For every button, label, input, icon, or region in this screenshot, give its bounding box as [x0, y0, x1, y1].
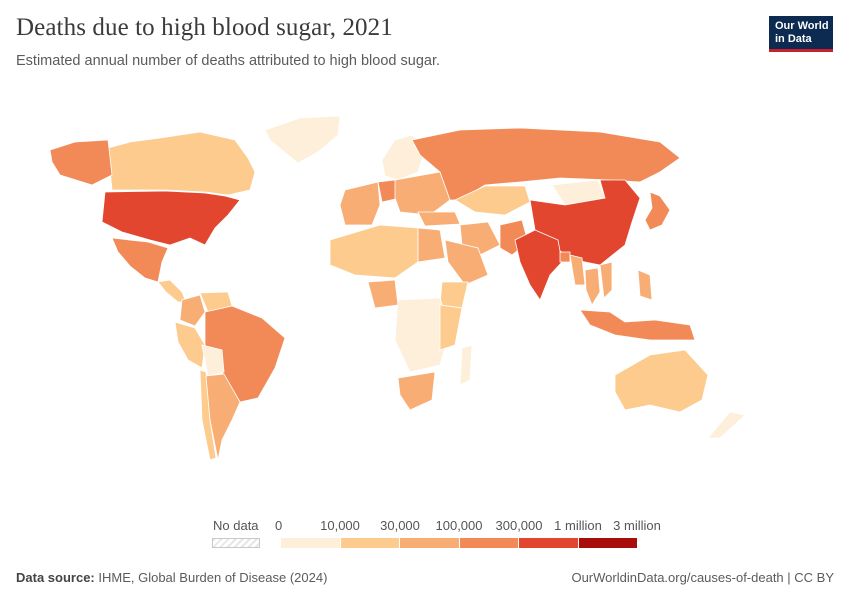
- legend-bin-1[interactable]: [281, 538, 341, 548]
- data-source-label: Data source:: [16, 570, 95, 585]
- logo-line-1: Our World: [775, 19, 829, 32]
- country-usa[interactable]: [101, 190, 241, 246]
- region-central-africa[interactable]: [394, 297, 451, 373]
- chart-title: Deaths due to high blood sugar, 2021: [16, 14, 393, 41]
- country-saudi-arabia[interactable]: [444, 239, 489, 286]
- legend-no-data-swatch[interactable]: [212, 538, 260, 548]
- region-east-africa[interactable]: [439, 304, 463, 351]
- legend-tick-1-million: 1 million: [554, 518, 602, 533]
- country-australia[interactable]: [614, 349, 709, 413]
- country-nigeria[interactable]: [367, 279, 399, 309]
- world-map[interactable]: [0, 108, 850, 478]
- logo-line-2: in Data: [775, 32, 812, 45]
- country-india[interactable]: [514, 229, 563, 301]
- country-thailand[interactable]: [584, 267, 601, 306]
- country-turkey[interactable]: [417, 211, 461, 227]
- country-indonesia[interactable]: [579, 309, 696, 341]
- legend-color-scale: [281, 538, 638, 548]
- legend-tick-300000: 300,000: [495, 518, 543, 533]
- legend-tick-3-million: 3 million: [613, 518, 661, 533]
- country-japan[interactable]: [644, 191, 671, 231]
- data-source: Data source: IHME, Global Burden of Dise…: [16, 570, 327, 585]
- region-scandinavia[interactable]: [381, 134, 426, 181]
- legend-bin-6[interactable]: [578, 538, 638, 548]
- legend-tick-100000: 100,000: [435, 518, 483, 533]
- source-url[interactable]: OurWorldinData.org/causes-of-death | CC …: [571, 570, 834, 585]
- chart-subtitle: Estimated annual number of deaths attrib…: [16, 53, 441, 69]
- region-western-europe[interactable]: [339, 181, 381, 226]
- data-source-text: IHME, Global Burden of Disease (2024): [98, 570, 328, 585]
- owid-logo[interactable]: Our World in Data: [769, 16, 833, 52]
- country-mexico[interactable]: [111, 237, 169, 283]
- country-alaska[interactable]: [49, 139, 113, 186]
- legend-tick-0: 0: [275, 518, 283, 533]
- region-north-africa[interactable]: [329, 224, 419, 279]
- legend-bin-3[interactable]: [400, 538, 460, 548]
- country-myanmar[interactable]: [569, 254, 586, 286]
- country-bolivia[interactable]: [201, 344, 225, 377]
- legend-bin-5[interactable]: [519, 538, 579, 548]
- country-colombia[interactable]: [179, 294, 206, 327]
- country-argentina[interactable]: [205, 373, 241, 461]
- country-south-africa[interactable]: [397, 371, 436, 411]
- legend-bin-4[interactable]: [459, 538, 519, 548]
- country-russia[interactable]: [411, 127, 681, 201]
- country-egypt[interactable]: [417, 227, 446, 263]
- legend-bin-2[interactable]: [340, 538, 400, 548]
- legend-no-data-label: No data: [213, 518, 259, 533]
- country-vietnam[interactable]: [599, 261, 613, 299]
- country-chile[interactable]: [199, 369, 217, 461]
- country-greenland[interactable]: [264, 115, 341, 164]
- legend-tick-30000: 30,000: [380, 518, 420, 533]
- country-canada[interactable]: [107, 131, 256, 196]
- region-eastern-europe[interactable]: [394, 171, 451, 216]
- country-madagascar[interactable]: [459, 344, 473, 386]
- country-peru[interactable]: [174, 321, 206, 369]
- country-philippines[interactable]: [637, 269, 653, 301]
- country-new-zealand[interactable]: [707, 411, 746, 439]
- legend-tick-10000: 10,000: [320, 518, 360, 533]
- region-central-america[interactable]: [157, 279, 187, 303]
- country-bangladesh[interactable]: [559, 251, 571, 263]
- country-ethiopia[interactable]: [439, 281, 469, 309]
